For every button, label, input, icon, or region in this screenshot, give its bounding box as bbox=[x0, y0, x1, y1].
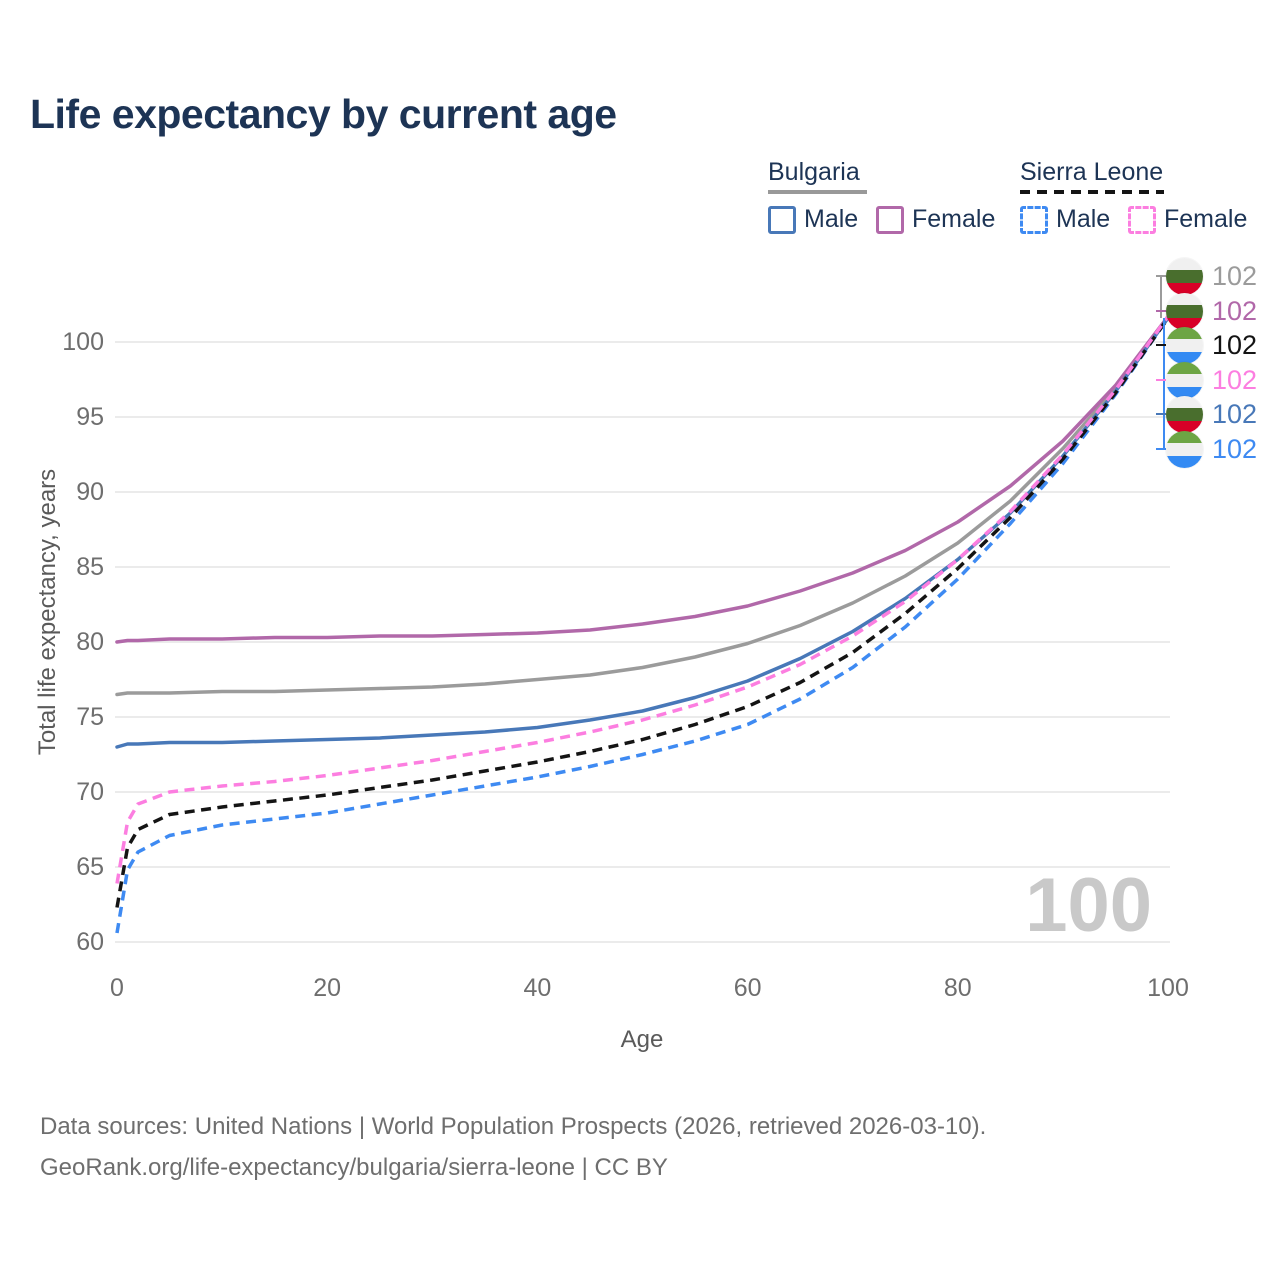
page-title: Life expectancy by current age bbox=[30, 91, 617, 137]
end-value-label: 102 bbox=[1212, 434, 1258, 464]
end-value-label: 102 bbox=[1212, 399, 1258, 429]
y-tick-label: 90 bbox=[76, 478, 104, 506]
series-line-bulgaria_female[interactable] bbox=[115, 314, 1170, 644]
x-tick-label: 20 bbox=[313, 974, 342, 1002]
legend-swatch-sierra-leone-male bbox=[1020, 205, 1048, 234]
legend-label: Female bbox=[1164, 205, 1248, 233]
series-line-sl_all[interactable] bbox=[115, 316, 1170, 908]
x-tick-label: 0 bbox=[110, 974, 124, 1002]
legend-item-bulgaria-male[interactable]: Male bbox=[768, 205, 858, 234]
flag-icon-sierra_leone bbox=[1166, 362, 1203, 399]
y-tick-label: 80 bbox=[76, 628, 104, 656]
end-value-label: 102 bbox=[1212, 296, 1258, 326]
legend-label: Male bbox=[1056, 205, 1111, 233]
legend-item-sierra-leone-male[interactable]: Male bbox=[1020, 205, 1110, 234]
end-label-row-sl_female: 102 bbox=[1166, 362, 1257, 399]
flag-icon-sierra_leone bbox=[1166, 431, 1203, 468]
x-tick-label: 80 bbox=[943, 974, 972, 1002]
y-tick-label: 100 bbox=[62, 328, 104, 356]
legend-group-bulgaria[interactable]: Bulgaria bbox=[768, 158, 867, 194]
end-value-label: 102 bbox=[1212, 330, 1258, 360]
series-line-bulgaria_male[interactable] bbox=[115, 316, 1170, 749]
age-watermark: 100 bbox=[1025, 863, 1152, 948]
end-label-row-bulgaria_male: 102 bbox=[1166, 396, 1257, 433]
end-value-label: 102 bbox=[1212, 261, 1258, 291]
series-line-bulgaria_all[interactable] bbox=[115, 316, 1170, 697]
legend-item-bulgaria-female[interactable]: Female bbox=[876, 205, 995, 234]
x-axis-label: Age bbox=[620, 1026, 664, 1053]
y-tick-label: 65 bbox=[76, 853, 104, 881]
flag-icon-bulgaria bbox=[1166, 293, 1203, 330]
footer: Data sources: United Nations | World Pop… bbox=[40, 1106, 986, 1188]
flag-icon-bulgaria bbox=[1166, 396, 1203, 433]
legend-label: Female bbox=[912, 205, 996, 233]
legend-item-sierra-leone-female[interactable]: Female bbox=[1128, 205, 1247, 234]
end-label-row-sl_all: 102 bbox=[1166, 327, 1257, 364]
legend-underline-dashed bbox=[1020, 190, 1164, 194]
legend-label: Male bbox=[804, 205, 859, 233]
footer-attribution: GeoRank.org/life-expectancy/bulgaria/sie… bbox=[40, 1154, 668, 1181]
flag-icon-sierra_leone bbox=[1166, 327, 1203, 364]
y-tick-label: 85 bbox=[76, 553, 104, 581]
end-value-label: 102 bbox=[1212, 365, 1258, 395]
x-tick-label: 60 bbox=[733, 974, 762, 1002]
x-tick-label: 40 bbox=[523, 974, 552, 1002]
y-tick-label: 60 bbox=[76, 928, 104, 956]
y-tick-label: 95 bbox=[76, 403, 104, 431]
flag-icon-bulgaria bbox=[1166, 258, 1203, 295]
legend-group-label-bulgaria[interactable]: Bulgaria bbox=[768, 158, 860, 186]
series-line-sl_female[interactable] bbox=[115, 315, 1170, 884]
series-line-sl_male[interactable] bbox=[115, 317, 1170, 934]
y-tick-label: 70 bbox=[76, 778, 104, 806]
legend-group-label-sierra-leone[interactable]: Sierra Leone bbox=[1020, 158, 1164, 186]
end-label-row-bulgaria_all: 102 bbox=[1166, 258, 1257, 295]
legend-underline-solid bbox=[768, 190, 867, 194]
legend-swatch-bulgaria-female bbox=[876, 205, 904, 234]
legend-group-sierra-leone[interactable]: Sierra Leone bbox=[1020, 158, 1164, 194]
end-label-row-bulgaria_female: 102 bbox=[1166, 293, 1257, 330]
end-label-row-sl_male: 102 bbox=[1166, 431, 1257, 468]
x-tick-label: 100 bbox=[1147, 974, 1189, 1002]
legend-swatch-bulgaria-male bbox=[768, 205, 796, 234]
y-tick-label: 75 bbox=[76, 703, 104, 731]
legend-swatch-sierra-leone-female bbox=[1128, 205, 1156, 234]
footer-data-sources: Data sources: United Nations | World Pop… bbox=[40, 1113, 987, 1140]
